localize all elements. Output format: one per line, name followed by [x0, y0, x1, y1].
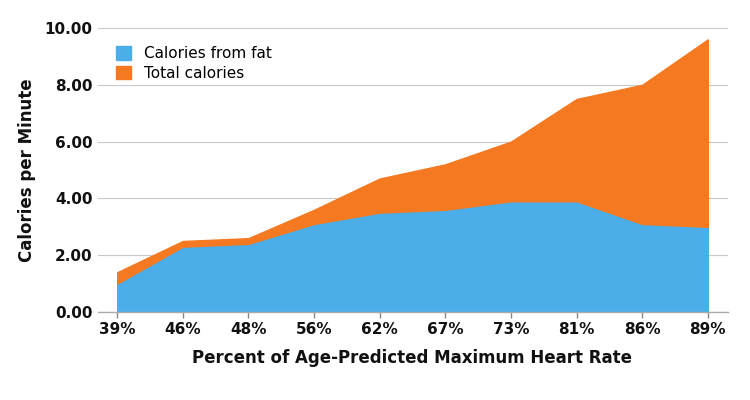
Legend: Calories from fat, Total calories: Calories from fat, Total calories — [112, 41, 276, 85]
Y-axis label: Calories per Minute: Calories per Minute — [18, 78, 36, 262]
X-axis label: Percent of Age-Predicted Maximum Heart Rate: Percent of Age-Predicted Maximum Heart R… — [193, 348, 632, 366]
